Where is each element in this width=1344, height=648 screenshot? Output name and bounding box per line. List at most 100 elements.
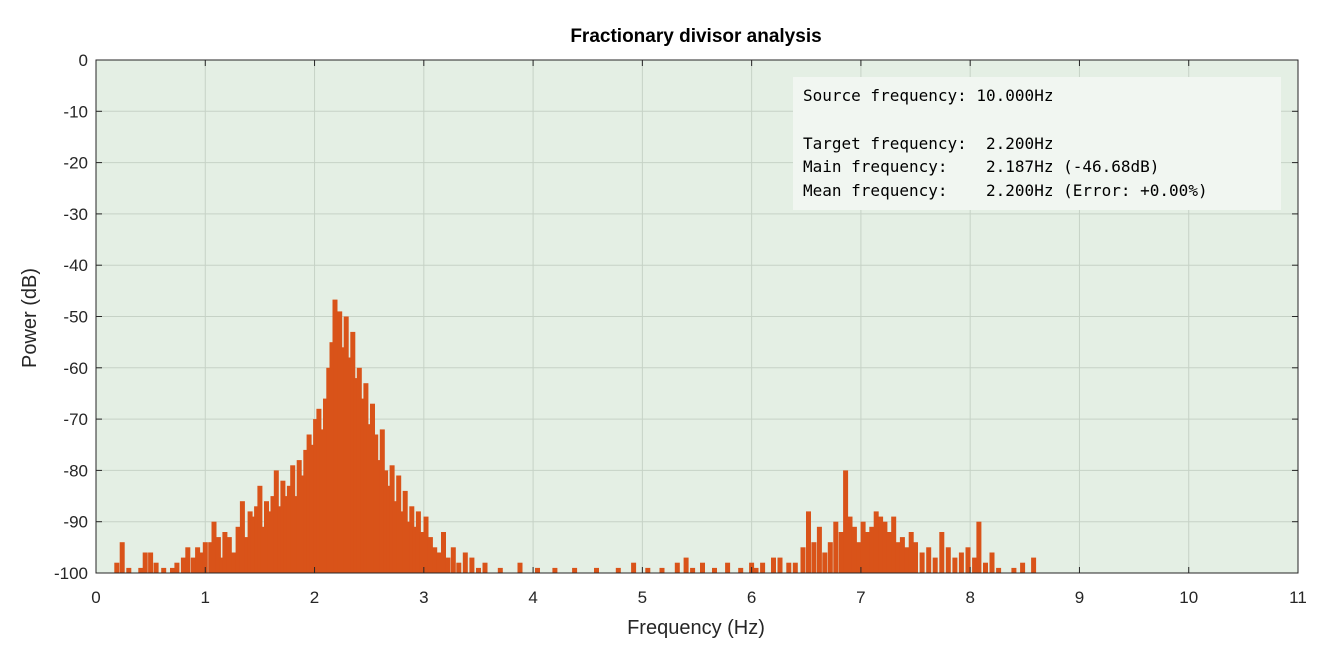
- x-tick-label: 2: [310, 588, 319, 607]
- spectrum-bar: [366, 424, 372, 573]
- spectrum-bar: [945, 547, 951, 573]
- spectrum-bar: [153, 562, 159, 573]
- spectrum-bar: [851, 526, 857, 573]
- info-target-frequency: Target frequency: 2.200Hz: [803, 134, 1053, 153]
- spectrum-bar: [827, 542, 833, 573]
- spectrum-bar: [965, 547, 971, 573]
- spectrum-bar: [932, 557, 938, 573]
- spectrum-bar: [659, 567, 665, 573]
- spectrum-bar: [926, 547, 932, 573]
- spectrum-bar: [379, 429, 385, 573]
- spectrum-bar: [806, 511, 811, 573]
- spectrum-bar: [208, 542, 214, 573]
- spectrum-bar: [326, 367, 332, 573]
- spectrum-bar: [919, 552, 925, 573]
- y-axis-label: Power (dB): [19, 268, 41, 368]
- spectrum-bar: [306, 434, 312, 573]
- x-tick-label: 7: [856, 588, 865, 607]
- spectrum-bar: [247, 511, 253, 573]
- spectrum-bar: [190, 557, 196, 573]
- spectrum-bar: [552, 567, 558, 573]
- info-mean-frequency: Mean frequency: 2.200Hz (Error: +0.00%): [803, 181, 1208, 200]
- spectrum-bar: [114, 562, 120, 573]
- spectrum-bar: [838, 532, 844, 573]
- spectrum-bar: [415, 511, 421, 573]
- spectrum-bar: [700, 562, 705, 573]
- spectrum-bar: [254, 506, 260, 573]
- spectrum-bar: [822, 552, 828, 573]
- spectrum-bar: [786, 562, 792, 573]
- spectrum-bar: [517, 562, 523, 573]
- chart-title: Fractionary divisor analysis: [570, 26, 821, 47]
- spectrum-bar: [226, 537, 232, 573]
- x-tick-label: 9: [1075, 588, 1084, 607]
- spectrum-bar: [738, 567, 744, 573]
- x-tick-label: 1: [201, 588, 210, 607]
- spectrum-bar: [376, 460, 382, 573]
- spectrum-bar: [760, 562, 766, 573]
- spectrum-bar: [313, 419, 319, 573]
- spectrum-bar: [215, 537, 221, 573]
- spectrum-bar: [290, 465, 296, 573]
- spectrum-bar: [389, 465, 395, 573]
- spectrum-bar: [296, 460, 302, 573]
- spectrum-bar: [286, 485, 292, 573]
- spectrum-bar: [843, 470, 849, 573]
- info-box: Source frequency: 10.000Hz Target freque…: [793, 77, 1281, 210]
- x-tick-label: 4: [528, 588, 537, 607]
- spectrum-bar: [277, 506, 283, 573]
- y-tick-label: -70: [63, 410, 88, 429]
- spectrum-bar: [300, 475, 305, 573]
- spectrum-bar: [441, 532, 446, 573]
- spectrum-bar: [219, 557, 225, 573]
- spectrum-bar: [882, 521, 888, 573]
- x-tick-label: 6: [747, 588, 756, 607]
- spectrum-bar: [674, 562, 680, 573]
- spectrum-bar: [895, 542, 901, 573]
- spectrum-bar: [856, 542, 862, 573]
- spectrum-bar: [383, 470, 389, 573]
- x-tick-label: 11: [1289, 588, 1307, 607]
- spectrum-bar: [1011, 567, 1017, 573]
- spectrum-bar: [264, 501, 269, 573]
- spectrum-bar: [309, 444, 315, 574]
- y-tick-label: 0: [79, 51, 88, 70]
- spectrum-bar: [645, 567, 651, 573]
- spectrum-bar: [469, 557, 475, 573]
- spectrum-bar: [280, 480, 286, 573]
- info-main-frequency: Main frequency: 2.187Hz (-46.68dB): [803, 157, 1159, 176]
- data-series: [114, 299, 1037, 574]
- spectrum-bar: [847, 516, 853, 573]
- x-tick-label: 0: [91, 588, 100, 607]
- y-tick-label: -40: [63, 256, 88, 275]
- spectrum-bar: [412, 526, 418, 573]
- spectrum-bar: [356, 367, 362, 573]
- spectrum-bar: [406, 521, 411, 573]
- spectrum-bar: [753, 567, 759, 573]
- spectrum-bar: [445, 557, 451, 573]
- spectrum-bar: [952, 557, 958, 573]
- y-tick-label: -50: [63, 308, 88, 327]
- spectrum-bar: [891, 516, 897, 573]
- spectrum-bar: [373, 434, 379, 573]
- spectrum-bar: [235, 526, 241, 573]
- spectrum-bar: [293, 496, 299, 573]
- spectrum-bar: [185, 547, 191, 573]
- x-axis-ticks: 0 1 2 3 4 5 6 7 8 9 10 11: [91, 60, 1307, 607]
- spectrum-bar: [983, 562, 988, 573]
- spectrum-bar: [811, 542, 817, 573]
- spectrum-bar: [333, 326, 339, 573]
- spectrum-bar: [347, 357, 352, 573]
- y-tick-label: -10: [63, 102, 88, 121]
- spectrum-bar: [138, 567, 144, 573]
- spectrum-bar: [615, 567, 621, 573]
- spectrum-bar: [833, 521, 839, 573]
- spectrum-bar: [180, 557, 186, 573]
- spectrum-bar: [329, 342, 335, 573]
- spectrum-bar: [594, 567, 599, 573]
- info-box-background: [793, 77, 1281, 210]
- spectrum-bar: [427, 537, 433, 573]
- spectrum-bar: [148, 552, 154, 573]
- spectrum-bar: [899, 537, 905, 573]
- spectrum-bar: [1020, 562, 1026, 573]
